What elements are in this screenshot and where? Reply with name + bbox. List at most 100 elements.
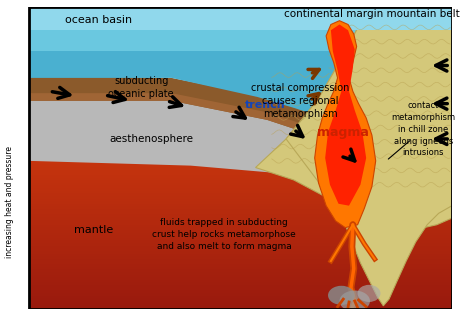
Bar [28, 162, 452, 164]
Bar [28, 204, 452, 206]
Bar [28, 104, 452, 107]
Polygon shape [315, 21, 376, 228]
Polygon shape [28, 94, 452, 190]
Bar [28, 230, 452, 233]
Polygon shape [286, 7, 452, 306]
Bar [28, 254, 452, 256]
Bar [28, 146, 452, 149]
Bar [28, 99, 452, 101]
Polygon shape [325, 25, 366, 206]
Bar [28, 301, 452, 303]
Bar [28, 233, 452, 235]
Bar [28, 188, 452, 191]
Bar [28, 115, 452, 117]
Text: increasing heat and pressure: increasing heat and pressure [5, 146, 14, 258]
Bar [28, 149, 452, 151]
Bar [28, 228, 452, 230]
Bar [28, 285, 452, 288]
Bar [28, 143, 452, 146]
Ellipse shape [339, 290, 370, 312]
Bar [28, 178, 452, 180]
Bar [28, 277, 452, 280]
Text: mantle: mantle [74, 226, 114, 235]
Bar [28, 206, 452, 209]
Bar [28, 209, 452, 212]
Text: ocean basin: ocean basin [65, 15, 132, 25]
Bar [28, 117, 452, 120]
Bar [28, 220, 452, 222]
Text: continental margin mountain belt: continental margin mountain belt [284, 9, 460, 19]
Bar [28, 225, 452, 228]
Bar [28, 123, 452, 125]
Bar [28, 243, 452, 246]
Bar [28, 261, 452, 264]
Ellipse shape [328, 286, 355, 305]
Bar [28, 128, 452, 130]
Bar [28, 290, 452, 293]
Bar [28, 272, 452, 275]
Bar [28, 280, 452, 283]
Text: aesthenosphere: aesthenosphere [109, 134, 194, 144]
Bar [28, 306, 452, 309]
Bar [28, 164, 452, 167]
Bar [28, 238, 452, 240]
Bar [28, 141, 452, 143]
Bar [28, 303, 452, 306]
Bar [28, 183, 452, 185]
Bar [28, 222, 452, 225]
Bar [28, 156, 452, 159]
Bar [28, 251, 452, 254]
Bar [28, 298, 452, 301]
Text: fluids trapped in subducting
crust help rocks metamorphose
and also melt to form: fluids trapped in subducting crust help … [152, 218, 296, 251]
Bar [28, 138, 452, 141]
Text: trench: trench [245, 100, 285, 110]
Bar [28, 101, 452, 104]
Bar [28, 275, 452, 277]
Bar [28, 151, 452, 154]
Bar [28, 196, 452, 198]
Bar [28, 120, 452, 123]
Bar [28, 159, 452, 162]
Bar [28, 295, 452, 298]
Text: crustal compression
causes regional
metamorphism: crustal compression causes regional meta… [251, 82, 349, 119]
Bar [28, 193, 452, 196]
Bar [28, 293, 452, 295]
Bar [28, 198, 452, 201]
Polygon shape [28, 7, 452, 51]
Polygon shape [28, 7, 452, 161]
Bar [28, 191, 452, 193]
Bar [28, 180, 452, 183]
Bar [28, 172, 452, 175]
Bar [28, 109, 452, 112]
Bar [28, 112, 452, 115]
Bar [28, 125, 452, 128]
Polygon shape [28, 7, 452, 30]
Bar [28, 170, 452, 172]
Bar [28, 283, 452, 285]
Polygon shape [28, 75, 452, 192]
Bar [0, 7, 28, 309]
Bar [28, 133, 452, 136]
Bar [28, 154, 452, 156]
Text: contact
metamorphism
in chill zone
along igneous
intrusions: contact metamorphism in chill zone along… [392, 101, 456, 157]
Bar [28, 264, 452, 267]
Bar [28, 130, 452, 133]
Ellipse shape [357, 285, 381, 302]
Bar [28, 267, 452, 269]
Text: magma: magma [318, 126, 369, 139]
Text: subducting
oceanic plate: subducting oceanic plate [109, 76, 174, 99]
Polygon shape [28, 93, 452, 192]
Polygon shape [255, 7, 452, 230]
Bar [28, 246, 452, 248]
Bar [28, 107, 452, 109]
Bar [28, 256, 452, 259]
Bar [28, 201, 452, 204]
Bar [28, 185, 452, 188]
Bar [28, 212, 452, 214]
Bar [28, 240, 452, 243]
Bar [28, 136, 452, 138]
Bar [28, 248, 452, 251]
Bar [28, 288, 452, 290]
Bar [28, 269, 452, 272]
Bar [28, 217, 452, 220]
